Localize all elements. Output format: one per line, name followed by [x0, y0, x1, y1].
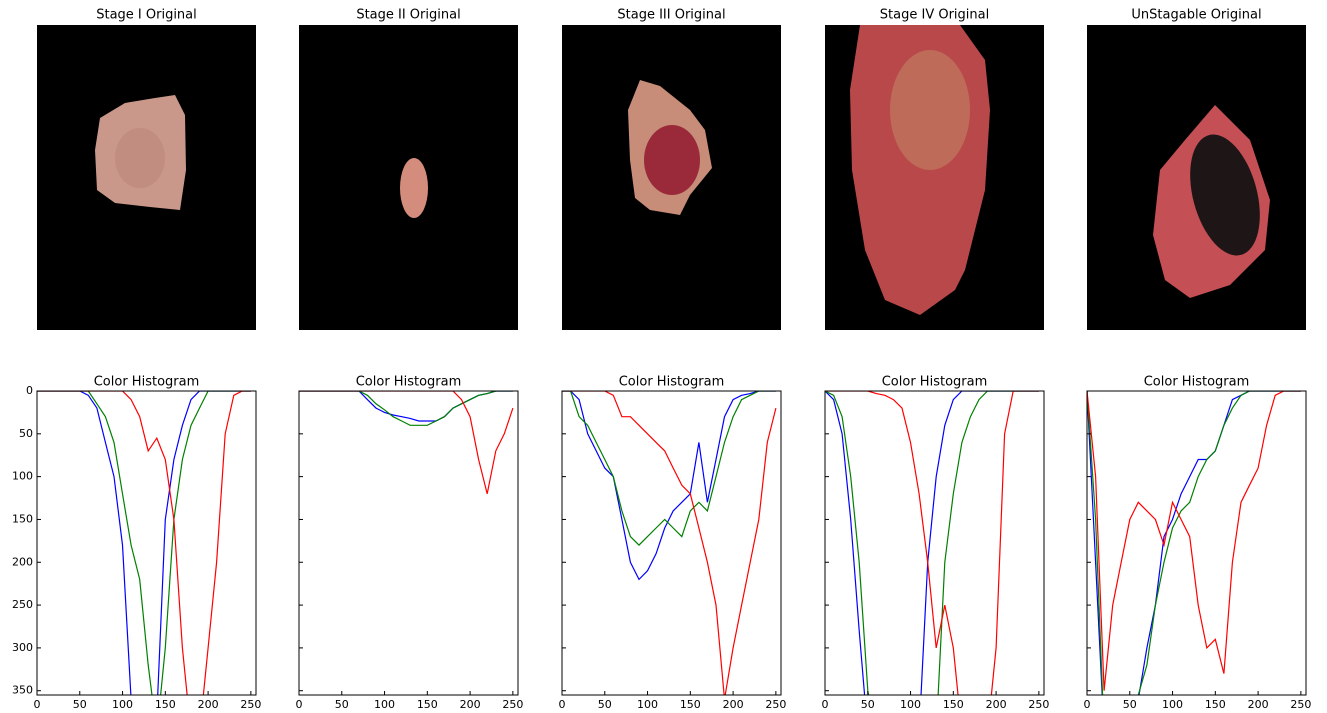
x-tick-label: 200: [1248, 698, 1269, 711]
y-tick-label: 100: [12, 470, 33, 483]
x-tick-label: 200: [460, 698, 481, 711]
image-title: Stage I Original: [96, 8, 197, 23]
histogram-line: [1087, 391, 1301, 695]
x-tick-label: 100: [637, 698, 658, 711]
x-tick-label: 250: [765, 698, 786, 711]
chart-title: Color Histogram: [94, 375, 200, 390]
x-tick-label: 250: [240, 698, 261, 711]
x-tick-label: 0: [296, 698, 303, 711]
x-tick-label: 250: [1028, 698, 1049, 711]
histogram-line: [37, 391, 251, 695]
wound: [400, 158, 428, 218]
x-tick-label: 0: [559, 698, 566, 711]
chart-title: Color Histogram: [356, 375, 462, 390]
y-tick-label: 200: [12, 555, 33, 568]
y-tick-label: 350: [12, 684, 33, 697]
histogram-line: [562, 391, 777, 695]
histogram-line: [562, 391, 776, 546]
x-tick-label: 100: [900, 698, 921, 711]
x-tick-label: 50: [861, 698, 875, 711]
x-tick-label: 50: [598, 698, 612, 711]
image-title: Stage IV Original: [880, 8, 989, 23]
histogram-line: [1087, 391, 1301, 691]
x-tick-label: 150: [155, 698, 176, 711]
y-tick-label: 150: [12, 512, 33, 525]
axes-frame: [36, 390, 257, 696]
chart-title: Color Histogram: [619, 375, 725, 390]
chart-title: Color Histogram: [882, 375, 988, 390]
x-tick-label: 200: [723, 698, 744, 711]
x-tick-label: 100: [1162, 698, 1183, 711]
wound: [1190, 134, 1260, 256]
x-tick-label: 200: [986, 698, 1007, 711]
x-tick-label: 150: [1205, 698, 1226, 711]
histogram-line: [562, 391, 776, 581]
image-title: Stage III Original: [617, 8, 725, 23]
x-tick-label: 0: [822, 698, 829, 711]
x-tick-label: 150: [680, 698, 701, 711]
x-tick-label: 150: [417, 698, 438, 711]
y-tick-label: 0: [26, 384, 33, 397]
x-tick-label: 200: [198, 698, 219, 711]
histogram-line: [299, 391, 514, 494]
histogram-line: [299, 391, 513, 426]
x-tick-label: 150: [943, 698, 964, 711]
image-title: UnStagable Original: [1131, 8, 1261, 23]
x-tick-label: 50: [73, 698, 87, 711]
x-tick-label: 100: [374, 698, 395, 711]
x-tick-label: 250: [1290, 698, 1311, 711]
x-tick-label: 250: [502, 698, 523, 711]
wound: [115, 128, 165, 188]
x-tick-label: 0: [1084, 698, 1091, 711]
axes-frame: [561, 390, 782, 696]
chart-title: Color Histogram: [1144, 375, 1250, 390]
axes-frame: [1086, 390, 1307, 696]
wound: [890, 50, 970, 170]
wound: [850, 25, 990, 315]
histogram-line: [37, 391, 251, 695]
x-tick-label: 50: [335, 698, 349, 711]
histogram-line: [1087, 391, 1301, 695]
histogram-line: [825, 391, 1039, 695]
axes-frame: [298, 390, 519, 696]
y-tick-label: 250: [12, 598, 33, 611]
image-title: Stage II Original: [356, 8, 460, 23]
x-tick-label: 100: [112, 698, 133, 711]
x-tick-label: 50: [1123, 698, 1137, 711]
wound: [644, 125, 700, 195]
axes-frame: [824, 390, 1045, 696]
histogram-line: [825, 391, 1039, 695]
x-tick-label: 0: [34, 698, 41, 711]
histogram-line: [37, 391, 251, 695]
histogram-line: [299, 391, 513, 422]
y-tick-label: 300: [12, 641, 33, 654]
y-tick-label: 50: [19, 427, 33, 440]
histogram-line: [825, 391, 1039, 695]
